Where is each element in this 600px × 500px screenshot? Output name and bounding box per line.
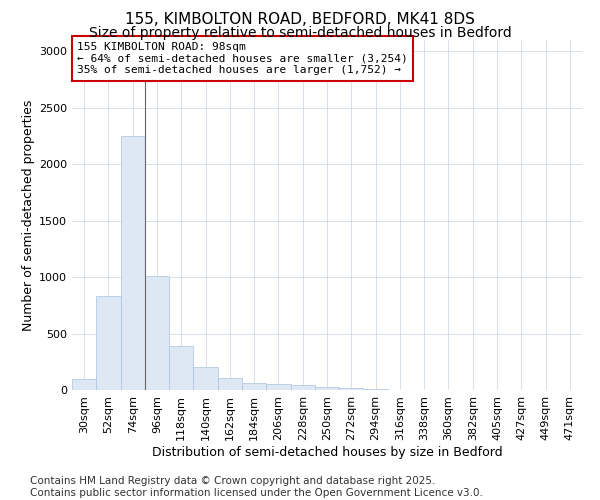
Bar — [290, 386, 315, 390]
X-axis label: Distribution of semi-detached houses by size in Bedford: Distribution of semi-detached houses by … — [152, 446, 502, 458]
Y-axis label: Number of semi-detached properties: Number of semi-detached properties — [22, 100, 35, 330]
Bar — [339, 388, 364, 390]
Bar — [266, 384, 290, 390]
Text: 155, KIMBOLTON ROAD, BEDFORD, MK41 8DS: 155, KIMBOLTON ROAD, BEDFORD, MK41 8DS — [125, 12, 475, 28]
Bar — [242, 382, 266, 390]
Text: 155 KIMBOLTON ROAD: 98sqm
← 64% of semi-detached houses are smaller (3,254)
35% : 155 KIMBOLTON ROAD: 98sqm ← 64% of semi-… — [77, 42, 408, 75]
Bar — [96, 296, 121, 390]
Text: Size of property relative to semi-detached houses in Bedford: Size of property relative to semi-detach… — [89, 26, 511, 40]
Bar — [315, 386, 339, 390]
Bar — [218, 378, 242, 390]
Bar — [193, 367, 218, 390]
Bar — [145, 276, 169, 390]
Bar — [121, 136, 145, 390]
Text: Contains HM Land Registry data © Crown copyright and database right 2025.
Contai: Contains HM Land Registry data © Crown c… — [30, 476, 483, 498]
Bar — [169, 346, 193, 390]
Bar — [72, 378, 96, 390]
